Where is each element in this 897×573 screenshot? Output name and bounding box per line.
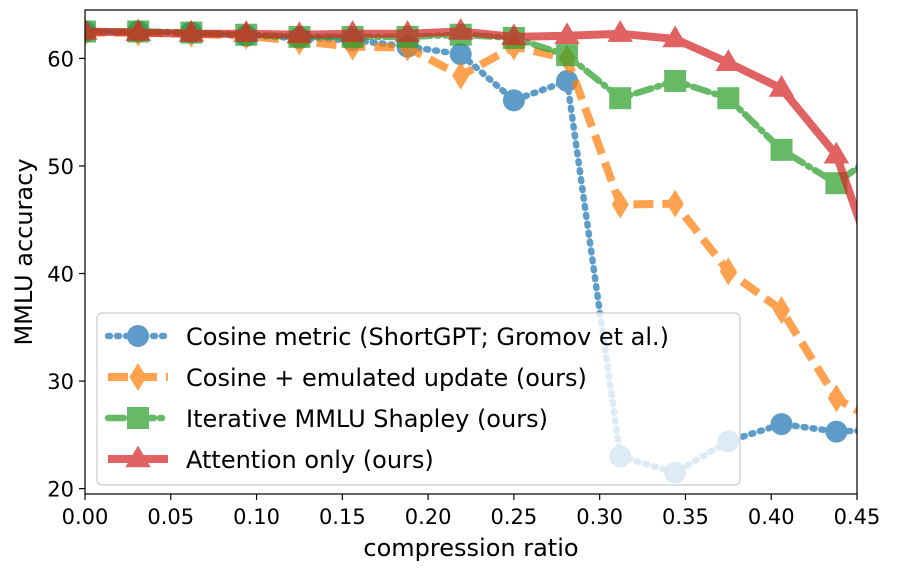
x-tick-label: 0.25 — [491, 505, 538, 529]
data-point-circle — [449, 43, 472, 66]
x-tick-label: 0.20 — [405, 505, 452, 529]
data-point-triangle — [125, 445, 151, 468]
legend-swatch — [108, 445, 168, 468]
data-point-triangle — [823, 141, 850, 164]
legend-label: Cosine metric (ShortGPT; Gromov et al.) — [186, 323, 669, 351]
x-tick-label: 0.35 — [662, 505, 709, 529]
data-point-diamond — [882, 416, 897, 442]
data-point-triangle — [607, 20, 634, 42]
series-group — [85, 18, 897, 313]
y-tick-label: 30 — [47, 370, 74, 394]
data-point-circle — [825, 420, 848, 443]
plot-frame — [84, 9, 858, 495]
data-point-square — [717, 87, 740, 110]
data-point-square — [664, 69, 687, 92]
data-point-triangle — [233, 20, 260, 42]
legend-label: Cosine + emulated update (ours) — [186, 364, 587, 392]
data-point-triangle — [286, 21, 313, 43]
x-tick-label: 0.00 — [62, 505, 109, 529]
y-tick-label: 50 — [47, 155, 74, 179]
data-point-triangle — [554, 22, 580, 45]
data-point-circle — [127, 325, 149, 347]
x-tick-label: 0.15 — [319, 505, 366, 529]
data-point-diamond — [611, 190, 629, 219]
data-point-diamond — [666, 189, 684, 218]
data-point-diamond — [827, 384, 846, 413]
x-tick-label: 0.40 — [748, 505, 795, 529]
legend-box — [96, 312, 741, 486]
y-axis-label: MMLU accuracy — [10, 158, 38, 345]
data-point-triangle — [715, 49, 742, 71]
legend: Cosine metric (ShortGPT; Gromov et al.) C… — [96, 312, 741, 486]
data-point-circle — [879, 419, 897, 440]
data-point-triangle — [768, 75, 795, 97]
data-point-square — [609, 87, 632, 110]
data-point-square — [770, 138, 793, 161]
data-point-triangle — [501, 23, 527, 46]
data-point-triangle — [85, 18, 98, 40]
data-point-square — [556, 44, 579, 67]
legend-swatch — [104, 325, 172, 347]
data-point-triangle — [878, 293, 897, 313]
x-axis-label: compression ratio — [363, 534, 578, 562]
data-point-diamond — [452, 61, 470, 90]
data-point-triangle — [662, 25, 688, 48]
legend-label: Attention only (ours) — [186, 446, 434, 474]
y-tick-label: 40 — [47, 263, 74, 287]
y-tick-label: 60 — [47, 47, 74, 71]
data-point-square — [127, 407, 149, 429]
legend-swatch — [108, 363, 168, 391]
data-point-diamond — [719, 257, 737, 286]
legend-swatch — [104, 407, 172, 429]
data-point-triangle — [178, 20, 205, 42]
series-line — [85, 27, 857, 226]
data-point-square — [879, 134, 897, 155]
x-tick-label: 0.10 — [233, 505, 280, 529]
data-point-triangle — [447, 18, 474, 40]
data-point-circle — [502, 89, 525, 112]
y-tick-label: 20 — [47, 478, 74, 502]
data-point-diamond — [772, 296, 791, 325]
x-tick-label: 0.45 — [834, 505, 881, 529]
data-point-circle — [770, 413, 793, 436]
x-tick-label: 0.30 — [576, 505, 623, 529]
x-tick-label: 0.05 — [147, 505, 194, 529]
data-point-triangle — [394, 20, 421, 42]
legend-label: Iterative MMLU Shapley (ours) — [186, 405, 548, 433]
data-point-triangle — [339, 20, 366, 42]
data-point-triangle — [125, 19, 151, 41]
data-point-diamond — [129, 363, 147, 391]
